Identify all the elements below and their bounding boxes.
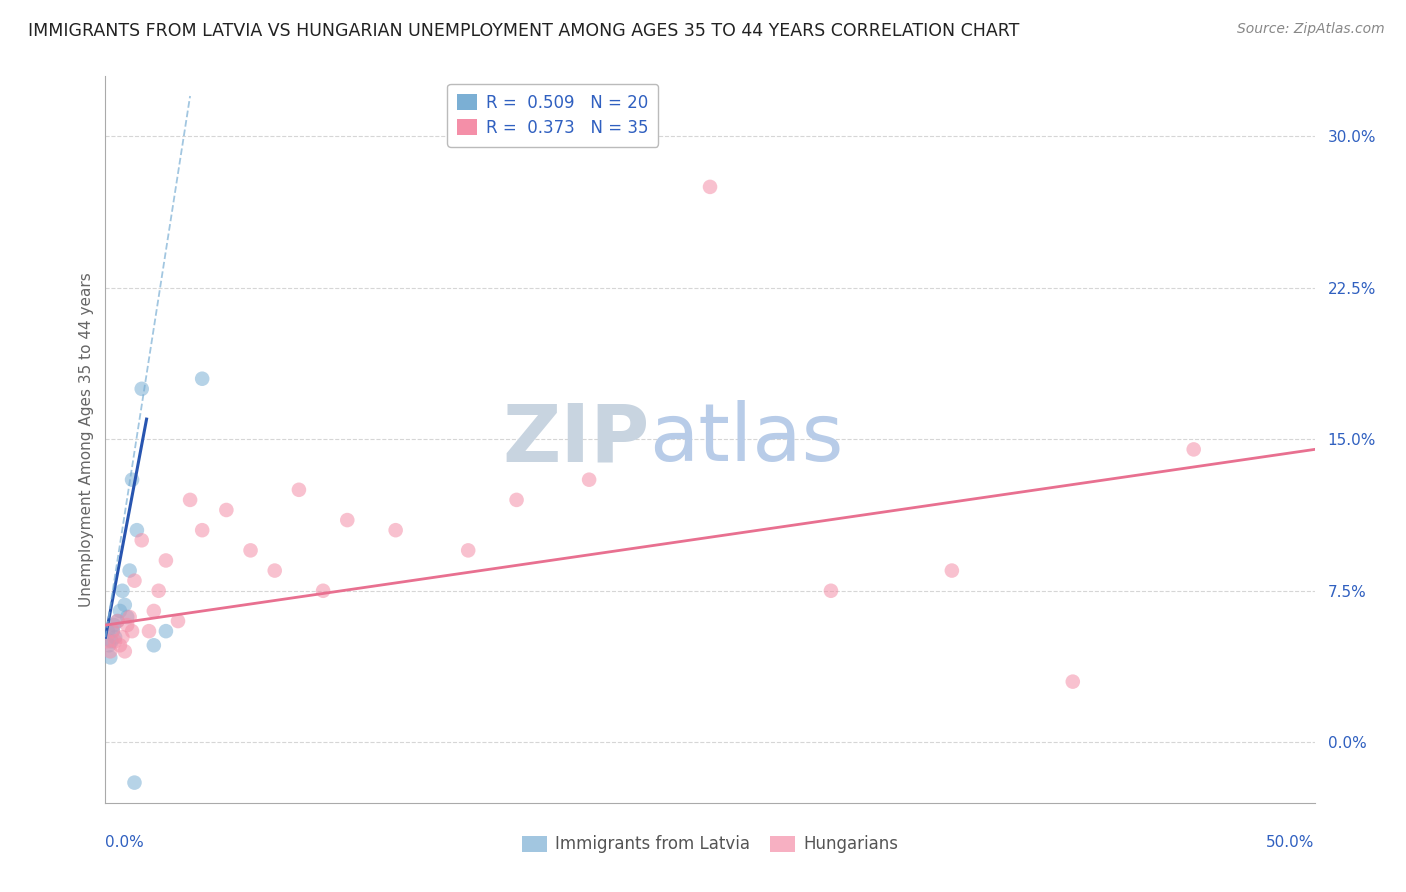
Point <box>124 574 146 588</box>
Text: 0.0%: 0.0% <box>105 836 145 850</box>
Point <box>336 513 359 527</box>
Point <box>97 624 120 639</box>
Point <box>179 492 201 507</box>
Point <box>457 543 479 558</box>
Point <box>111 630 134 644</box>
Point <box>142 604 165 618</box>
Point <box>167 614 190 628</box>
Point <box>97 634 120 648</box>
Point <box>124 775 146 789</box>
Point <box>820 583 842 598</box>
Legend: Immigrants from Latvia, Hungarians: Immigrants from Latvia, Hungarians <box>515 829 905 860</box>
Point <box>107 614 129 628</box>
Point <box>111 583 134 598</box>
Point <box>941 564 963 578</box>
Point <box>98 638 121 652</box>
Point <box>1182 442 1205 457</box>
Point <box>1062 674 1084 689</box>
Point <box>100 634 122 648</box>
Text: atlas: atlas <box>650 401 844 478</box>
Point <box>131 382 153 396</box>
Point <box>215 503 238 517</box>
Y-axis label: Unemployment Among Ages 35 to 44 years: Unemployment Among Ages 35 to 44 years <box>79 272 94 607</box>
Point <box>148 583 170 598</box>
Point <box>108 638 131 652</box>
Point <box>505 492 527 507</box>
Point <box>121 473 143 487</box>
Point <box>155 553 177 567</box>
Point <box>101 624 124 639</box>
Point <box>114 644 136 658</box>
Point <box>118 564 141 578</box>
Point <box>142 638 165 652</box>
Point <box>138 624 160 639</box>
Point <box>98 644 121 658</box>
Point <box>699 180 721 194</box>
Point <box>263 564 285 578</box>
Point <box>104 630 127 644</box>
Point <box>108 604 131 618</box>
Point <box>131 533 153 548</box>
Text: ZIP: ZIP <box>502 401 650 478</box>
Point <box>121 624 143 639</box>
Point <box>114 598 136 612</box>
Point <box>191 523 214 537</box>
Point <box>288 483 311 497</box>
Point <box>101 624 124 639</box>
Point <box>107 614 129 628</box>
Text: IMMIGRANTS FROM LATVIA VS HUNGARIAN UNEMPLOYMENT AMONG AGES 35 TO 44 YEARS CORRE: IMMIGRANTS FROM LATVIA VS HUNGARIAN UNEM… <box>28 22 1019 40</box>
Point <box>125 523 148 537</box>
Point <box>115 610 138 624</box>
Point <box>155 624 177 639</box>
Point <box>239 543 262 558</box>
Text: Source: ZipAtlas.com: Source: ZipAtlas.com <box>1237 22 1385 37</box>
Point <box>118 610 141 624</box>
Point <box>191 372 214 386</box>
Point <box>98 650 121 665</box>
Point <box>115 618 138 632</box>
Point <box>384 523 406 537</box>
Point <box>312 583 335 598</box>
Point <box>103 618 125 632</box>
Text: 50.0%: 50.0% <box>1267 836 1315 850</box>
Point <box>104 634 127 648</box>
Point <box>578 473 600 487</box>
